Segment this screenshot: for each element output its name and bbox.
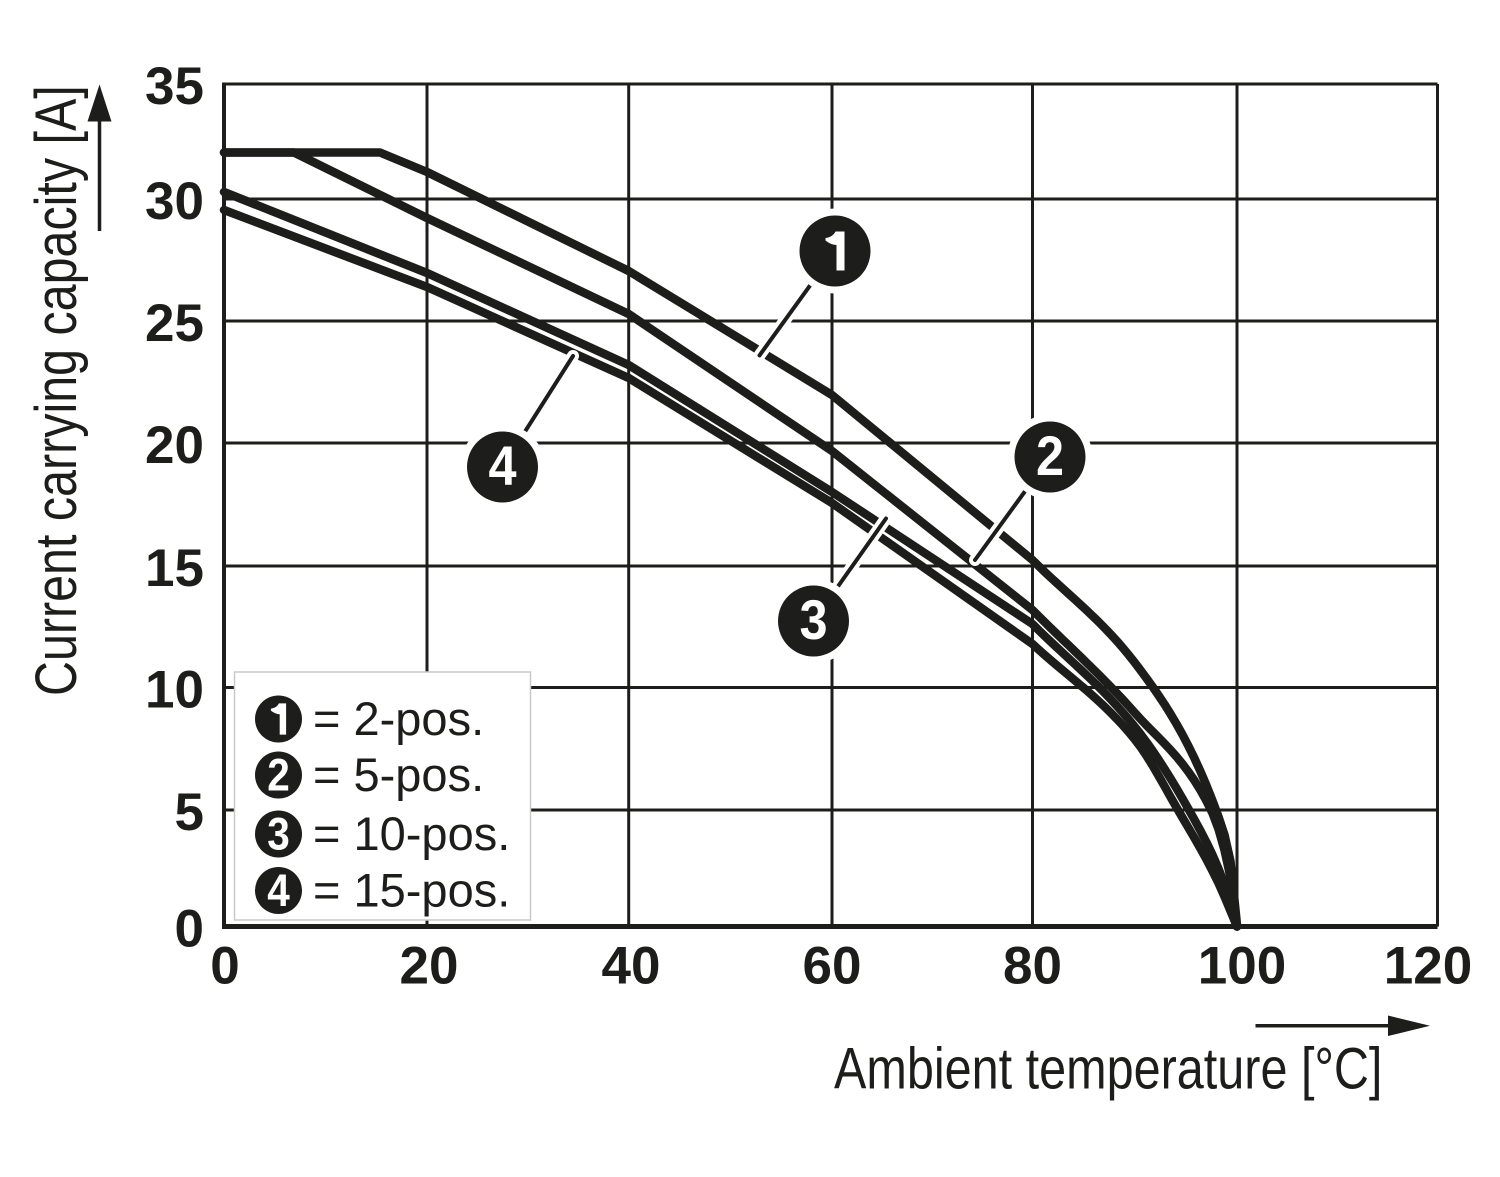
svg-text:= 5-pos.: = 5-pos. xyxy=(313,748,484,801)
svg-text:35: 35 xyxy=(145,57,204,116)
svg-text:= 15-pos.: = 15-pos. xyxy=(313,864,510,917)
svg-text:30: 30 xyxy=(145,172,204,231)
svg-text:60: 60 xyxy=(803,937,862,996)
svg-text:4: 4 xyxy=(267,866,290,916)
svg-text:100: 100 xyxy=(1198,937,1286,996)
svg-text:20: 20 xyxy=(400,937,459,996)
svg-text:3: 3 xyxy=(799,590,827,652)
svg-text:0: 0 xyxy=(175,900,204,959)
svg-text:3: 3 xyxy=(267,810,290,860)
svg-text:25: 25 xyxy=(145,294,204,353)
svg-text:= 10-pos.: = 10-pos. xyxy=(313,807,510,860)
svg-text:0: 0 xyxy=(210,937,239,996)
svg-text:= 2-pos.: = 2-pos. xyxy=(313,692,484,745)
svg-text:15: 15 xyxy=(145,539,204,598)
svg-text:2: 2 xyxy=(1036,426,1064,488)
svg-text:Current carrying capacity [A]: Current carrying capacity [A] xyxy=(25,85,89,696)
svg-text:80: 80 xyxy=(1003,937,1062,996)
svg-text:5: 5 xyxy=(175,783,204,842)
svg-text:Ambient temperature [°C]: Ambient temperature [°C] xyxy=(834,1037,1382,1101)
svg-text:40: 40 xyxy=(602,937,661,996)
svg-text:4: 4 xyxy=(488,436,516,498)
svg-text:2: 2 xyxy=(267,751,290,801)
svg-text:10: 10 xyxy=(145,661,204,720)
svg-text:20: 20 xyxy=(145,416,204,475)
svg-text:120: 120 xyxy=(1384,937,1472,996)
